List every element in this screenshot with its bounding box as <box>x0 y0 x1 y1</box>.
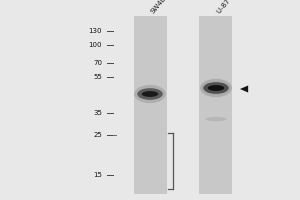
Text: 100: 100 <box>88 42 102 48</box>
Bar <box>200 16 232 194</box>
Bar <box>134 16 166 194</box>
Ellipse shape <box>208 85 224 91</box>
Text: 70: 70 <box>93 60 102 66</box>
Text: 130: 130 <box>88 28 102 34</box>
Text: 15: 15 <box>93 172 102 178</box>
Text: 55: 55 <box>93 74 102 80</box>
Text: SW480: SW480 <box>150 0 170 15</box>
Polygon shape <box>240 85 248 93</box>
Ellipse shape <box>203 82 229 94</box>
Text: 25: 25 <box>93 132 102 138</box>
Ellipse shape <box>137 88 163 100</box>
Ellipse shape <box>142 91 158 97</box>
Text: U-87 MG: U-87 MG <box>216 0 240 15</box>
Ellipse shape <box>206 117 226 121</box>
Text: 35: 35 <box>93 110 102 116</box>
Ellipse shape <box>134 85 166 103</box>
Ellipse shape <box>200 79 232 97</box>
